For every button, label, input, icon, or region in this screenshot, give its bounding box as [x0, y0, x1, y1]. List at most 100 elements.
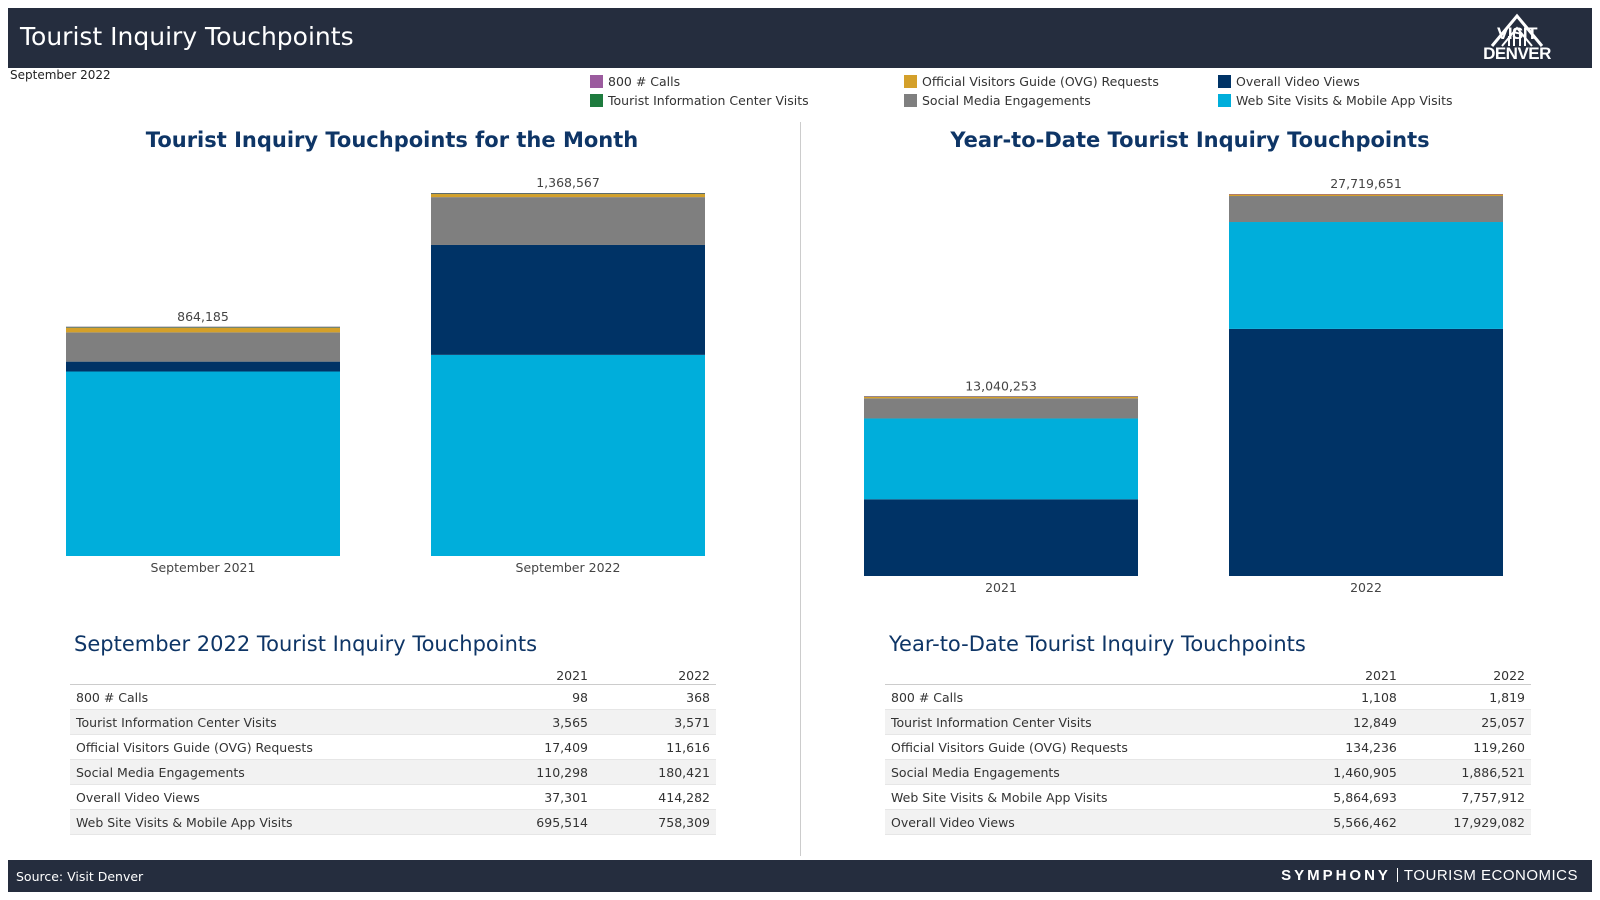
- category-label: 2021: [985, 580, 1017, 595]
- ytd-bar-chart: 13,040,253 2021 27,719,651 2022: [864, 176, 1503, 595]
- row-value-2022: 758,309: [594, 809, 716, 835]
- category-label: 2022: [1350, 580, 1382, 595]
- legend-item-tic: Tourist Information Center Visits: [590, 93, 809, 108]
- table-row: 800 # Calls 1,108 1,819: [885, 684, 1531, 710]
- row-value-2022: 180,421: [594, 759, 716, 785]
- table-header-row: 2021 2022: [885, 666, 1531, 685]
- date-label: September 2022: [10, 68, 111, 82]
- bar-segment-ovg: [1229, 194, 1503, 197]
- bar-segment-ovg: [66, 327, 340, 333]
- row-value-2022: 7,757,912: [1402, 784, 1531, 810]
- row-value-2022: 1,819: [1402, 684, 1531, 710]
- bar-total-label: 27,719,651: [1330, 176, 1402, 191]
- row-value-2022: 119,260: [1402, 734, 1531, 760]
- monthly-table-title: September 2022 Tourist Inquiry Touchpoin…: [74, 632, 538, 656]
- monthly-bar-chart: 864,185 September 2021 1,368,567 September …: [66, 175, 705, 575]
- row-value-2021: 5,566,462: [1287, 809, 1403, 835]
- brand-tourism-economics: TOURISM ECONOMICS: [1403, 867, 1578, 884]
- monthly-data-table: 2021 2022 800 # Calls 98 368 Tourist Inform…: [70, 666, 716, 835]
- legend-label: Official Visitors Guide (OVG) Requests: [922, 74, 1159, 89]
- row-value-2021: 5,864,693: [1287, 784, 1403, 810]
- legend-swatch-tic: [590, 94, 603, 107]
- bar-segment-web: [431, 354, 705, 556]
- row-value-2022: 17,929,082: [1402, 809, 1531, 835]
- bar-segment-ovg: [864, 396, 1138, 399]
- row-label: Official Visitors Guide (OVG) Requests: [70, 734, 472, 760]
- table-row: Official Visitors Guide (OVG) Requests 13…: [885, 734, 1531, 760]
- row-value-2022: 414,282: [594, 784, 716, 810]
- row-value-2021: 134,236: [1287, 734, 1403, 760]
- row-label: Tourist Information Center Visits: [70, 709, 472, 735]
- bar-segment-tic: [431, 193, 705, 195]
- table-row: Overall Video Views 37,301 414,282: [70, 784, 716, 810]
- table-row: Web Site Visits & Mobile App Visits 5,864…: [885, 784, 1531, 810]
- legend-item-video: Overall Video Views: [1218, 74, 1360, 89]
- table-header-row: 2021 2022: [70, 666, 716, 685]
- legend-item-social: Social Media Engagements: [904, 93, 1091, 108]
- table-header-2022: 2022: [594, 666, 716, 685]
- header-bar: Tourist Inquiry Touchpoints VISIT DENVER: [8, 8, 1592, 68]
- bar-segment-calls: [66, 326, 340, 328]
- row-label: Overall Video Views: [885, 809, 1287, 835]
- row-value-2022: 368: [594, 684, 716, 710]
- row-label: Official Visitors Guide (OVG) Requests: [885, 734, 1287, 760]
- table-row: Overall Video Views 5,566,462 17,929,082: [885, 809, 1531, 835]
- row-label: Web Site Visits & Mobile App Visits: [885, 784, 1287, 810]
- legend-label: Social Media Engagements: [922, 93, 1091, 108]
- legend-label: Web Site Visits & Mobile App Visits: [1236, 93, 1453, 108]
- mountain-logo-icon: [1490, 13, 1544, 47]
- symphony-brand: SYMPHONY TOURISM ECONOMICS: [1281, 867, 1578, 884]
- row-value-2022: 1,886,521: [1402, 759, 1531, 785]
- bar-segment-calls: [1229, 194, 1503, 195]
- legend-swatch-calls: [590, 75, 603, 88]
- table-row: Official Visitors Guide (OVG) Requests 17…: [70, 734, 716, 760]
- row-label: Overall Video Views: [70, 784, 472, 810]
- legend-swatch-social: [904, 94, 917, 107]
- source-text: Source: Visit Denver: [16, 869, 144, 884]
- row-value-2022: 25,057: [1402, 709, 1531, 735]
- bar-segment-web: [66, 371, 340, 556]
- row-value-2021: 110,298: [472, 759, 594, 785]
- bar-segment-social: [431, 197, 705, 245]
- legend-swatch-ovg: [904, 75, 917, 88]
- ytd-chart-title: Year-to-Date Tourist Inquiry Touchpoints: [950, 128, 1430, 152]
- table-header-label: [885, 666, 1287, 685]
- bar-segment-video: [431, 244, 705, 355]
- table-header-2021: 2021: [472, 666, 594, 685]
- bar-total-label: 1,368,567: [536, 175, 600, 190]
- row-label: Web Site Visits & Mobile App Visits: [70, 809, 472, 835]
- row-label: 800 # Calls: [885, 684, 1287, 710]
- monthly-chart-title: Tourist Inquiry Touchpoints for the Mont…: [145, 128, 639, 152]
- bar-segment-calls: [864, 396, 1138, 397]
- bar-segment-video: [864, 499, 1138, 576]
- legend-item-web: Web Site Visits & Mobile App Visits: [1218, 93, 1453, 108]
- row-value-2021: 37,301: [472, 784, 594, 810]
- row-label: Tourist Information Center Visits: [885, 709, 1287, 735]
- row-value-2021: 1,460,905: [1287, 759, 1403, 785]
- table-header-2021: 2021: [1287, 666, 1403, 685]
- legend-item-ovg: Official Visitors Guide (OVG) Requests: [904, 74, 1159, 89]
- brand-symphony: SYMPHONY: [1281, 867, 1391, 884]
- bar-segment-social: [66, 332, 340, 362]
- row-label: 800 # Calls: [70, 684, 472, 710]
- bar-segment-ovg: [431, 194, 705, 198]
- row-value-2021: 98: [472, 684, 594, 710]
- category-label: September 2021: [151, 560, 256, 575]
- legend-item-calls: 800 # Calls: [590, 74, 680, 89]
- ytd-table-title: Year-to-Date Tourist Inquiry Touchpoints: [889, 632, 1306, 656]
- legend-label: 800 # Calls: [608, 74, 681, 89]
- row-value-2021: 12,849: [1287, 709, 1403, 735]
- row-value-2021: 695,514: [472, 809, 594, 835]
- legend-swatch-video: [1218, 75, 1231, 88]
- visit-denver-logo: VISIT DENVER: [1462, 12, 1572, 66]
- table-row: Tourist Information Center Visits 3,565 3,…: [70, 709, 716, 735]
- bar-segment-web: [864, 418, 1138, 500]
- table-row: Tourist Information Center Visits 12,849 2…: [885, 709, 1531, 735]
- table-row: Social Media Engagements 1,460,905 1,886,5…: [885, 759, 1531, 785]
- row-label: Social Media Engagements: [70, 759, 472, 785]
- bar-segment-web: [1229, 222, 1503, 329]
- bar-segment-video: [1229, 328, 1503, 576]
- logo-text: VISIT DENVER: [1483, 24, 1551, 63]
- row-value-2022: 3,571: [594, 709, 716, 735]
- row-value-2021: 3,565: [472, 709, 594, 735]
